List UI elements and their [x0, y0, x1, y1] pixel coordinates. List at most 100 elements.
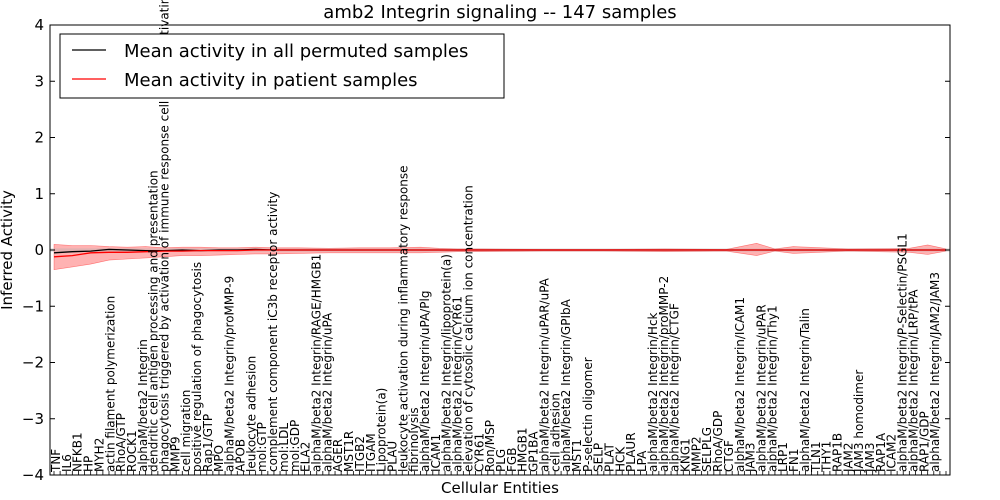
x-tick-label: RhoA/GTP — [114, 413, 128, 472]
x-tick-label: fibrinolysis — [407, 407, 421, 472]
x-tick-label: TLN1 — [809, 441, 823, 473]
axes: 4 3 2 1 0 −1 −2 −3 −4 — [22, 16, 951, 484]
legend-label-permuted: Mean activity in all permuted samples — [124, 41, 468, 62]
x-tick-label: PLAT — [603, 443, 617, 472]
y-tick-label: 0 — [34, 241, 44, 259]
x-tick-label: LRP1 — [776, 442, 790, 472]
x-tick-label: alphaM/beta2 Integrin/ICAM1 — [733, 297, 747, 472]
x-tick-label: Rap1/GTP — [201, 414, 215, 472]
y-tick-label: −3 — [22, 410, 44, 428]
x-tick-label: cell migration — [179, 390, 193, 472]
x-tick-label: SELPLG — [700, 427, 714, 472]
x-tick-label: JAM2 — [841, 442, 855, 473]
x-tick-label: LPA — [635, 450, 649, 472]
x-tick-label: PLAU — [386, 441, 400, 472]
x-tick-label: RAP1A — [874, 432, 888, 472]
y-tick-label: 2 — [34, 129, 44, 147]
y-tick-label: −1 — [22, 297, 44, 315]
x-tick-label: alphaM/beta2 Integrin/proMMP-2 — [657, 276, 671, 472]
x-tick-label: TNF — [49, 449, 63, 473]
x-tick-label: KNG1 — [679, 438, 693, 472]
x-tick-label: CYR61 — [472, 433, 486, 472]
y-axis-label: Inferred Activity — [0, 190, 16, 310]
x-tick-label: PLG — [494, 449, 508, 472]
x-tick-label: RAP1/GDP — [917, 411, 931, 472]
x-tick-label: alphaM/beta2 Integrin/CTGF — [668, 303, 682, 472]
x-tick-label: ROCK1 — [125, 430, 139, 472]
x-tick-label: HCK — [613, 446, 627, 472]
x-tick-label: NFKB1 — [71, 432, 85, 472]
x-tick-label: alphaM/beta2 Integrin/proMMP-9 — [223, 276, 237, 472]
x-tick-label: positive regulation of phagocytosis — [190, 262, 204, 472]
x-tick-label: alphaM/beta2 Integrin/uPA — [320, 312, 334, 472]
x-tick-label: P-selectin oligomer — [581, 357, 595, 472]
x-tick-label: mol:GTP — [255, 422, 269, 472]
x-tick-label: JAM3 — [744, 442, 758, 473]
legend-label-patient: Mean activity in patient samples — [124, 70, 418, 91]
y-tick-label: 4 — [34, 16, 44, 34]
x-tick-label: JAM3 — [863, 442, 877, 473]
x-tick-label: leukocyte adhesion — [244, 356, 258, 472]
y-tick-label: −4 — [22, 466, 44, 484]
x-tick-label: RAP1B — [831, 433, 845, 472]
x-tick-label: alphaM/beta2 Integrin/LRP/tPA — [906, 289, 920, 472]
x-tick-label: IL6 — [60, 454, 74, 472]
series-line-patient — [53, 249, 946, 258]
x-tick-label: THY1 — [820, 441, 834, 473]
x-tick-label: actin filament polymerization — [103, 296, 117, 472]
legend-frame — [59, 33, 505, 99]
x-tick-label: alphaM/beta2 Integrin/CYR61 — [451, 296, 465, 472]
x-tick-label: alphaM/beta2 Integrin/uPAR/uPA — [537, 277, 551, 472]
plot-area — [50, 242, 950, 271]
legend: Mean activity in all permuted samples Me… — [59, 33, 505, 99]
x-tick-label: ICAM2 — [885, 434, 899, 472]
x-tick-label: APOB — [234, 439, 248, 472]
x-tick-label: alphaM/beta2 Integrin/Talin — [798, 308, 812, 472]
x-tick-label: Lipoprotein(a) — [375, 388, 389, 472]
x-tick-label: HP — [82, 456, 96, 472]
x-tick-label: complement component iC3b receptor activ… — [266, 192, 280, 472]
x-tick-label: alphaM/beta2 Integrin/uPAR — [755, 304, 769, 472]
x-tick-label: mol:LDL — [277, 423, 291, 472]
x-tick-label: ICAM1 — [429, 434, 443, 472]
x-tick-label: leukocyte activation during inflammatory… — [396, 165, 410, 472]
x-tick-label: alphaM/beta2 Integrin/GPIbA — [559, 298, 573, 472]
y-tick-label: 1 — [34, 185, 44, 203]
x-tick-label: MMP9 — [168, 436, 182, 472]
x-tick-label: PLAUR — [624, 432, 638, 472]
x-axis-label: Cellular Entities — [441, 479, 559, 497]
x-tick-label: phagocytosis triggered by activation of … — [158, 0, 172, 472]
x-tick-label: JAM3 homodimer — [852, 370, 866, 473]
x-tick-label: FGB — [505, 448, 519, 472]
x-tick-label: MYH2 — [92, 438, 106, 472]
x-tick-label: alphaM/beta2 Integrin — [136, 339, 150, 472]
x-tick-label: cell adhesion — [548, 393, 562, 472]
x-tick-label: alphaM/beta2 Integrin/lipoprotein(a) — [440, 254, 454, 472]
x-tick-label: HMGB1 — [516, 427, 530, 472]
x-tick-label: alphaM/beta2 Integrin/Hck — [646, 312, 660, 472]
x-tick-label: ELA2 — [299, 442, 313, 472]
x-tick-label: alphaM/beta2 Integrin/JAM2/JAM3 — [928, 272, 942, 472]
x-tick-label: mol:GDP — [288, 420, 302, 472]
x-tick-label: GP1BA — [527, 431, 541, 472]
x-tick-label: Ron/MSP — [483, 420, 497, 472]
x-tick-label: FN1 — [787, 448, 801, 472]
x-tick-label: AGER — [331, 439, 345, 472]
x-tick-label: CTGF — [722, 440, 736, 472]
x-tick-label: dendritic cell antigen processing and pr… — [147, 170, 161, 472]
x-tick-label: ITGAM — [364, 433, 378, 472]
x-tick-label: ITGB2 — [353, 436, 367, 472]
x-tick-label: RhoA/GDP — [711, 411, 725, 472]
y-tick-label: −2 — [22, 354, 44, 372]
x-tick-label: MST1 — [570, 439, 584, 472]
x-tick-label: alphaM/beta2 Integrin/uPA/Plg — [418, 291, 432, 472]
x-tick-label: alphaM/beta2 Integrin/P-Selectin/PSGL1 — [896, 233, 910, 472]
x-tick-label: MST1R — [342, 431, 356, 472]
chart-title: amb2 Integrin signaling -- 147 samples — [323, 2, 676, 23]
x-tick-label: MPO — [212, 445, 226, 472]
x-tick-label: alphaM/beta2 Integrin/Thy1 — [765, 305, 779, 472]
x-tick-label: MMP2 — [689, 436, 703, 472]
y-tick-label: 3 — [34, 72, 44, 90]
